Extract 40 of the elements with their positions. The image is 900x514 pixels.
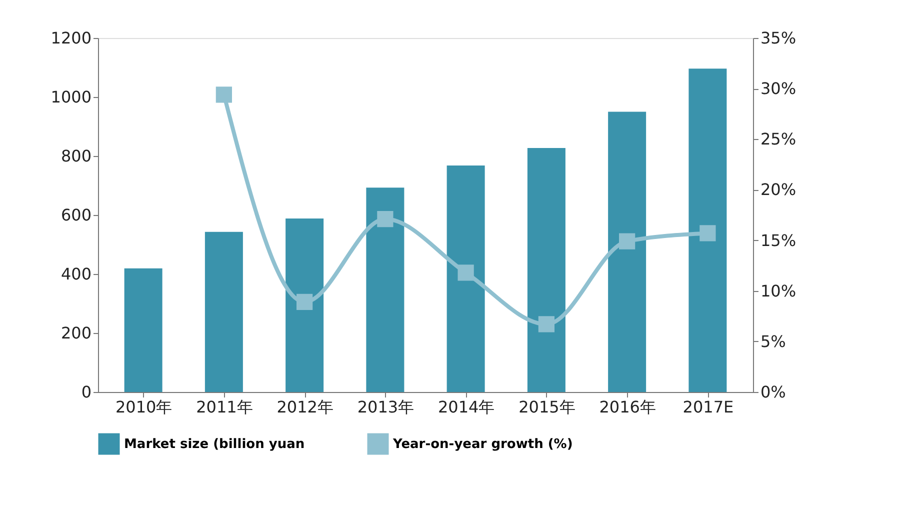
bar bbox=[688, 68, 727, 392]
y-tick-label: 1200 bbox=[50, 28, 92, 48]
bar bbox=[124, 268, 162, 392]
point bbox=[377, 210, 394, 228]
y-tick-label: 400 bbox=[60, 264, 92, 284]
bar bbox=[286, 218, 324, 392]
x-tick-label: 2012年 bbox=[276, 398, 334, 416]
y2-tick-label: 35% bbox=[760, 28, 796, 48]
y-tick-label: 800 bbox=[60, 146, 92, 166]
bar bbox=[446, 165, 485, 392]
point bbox=[700, 225, 716, 242]
point bbox=[296, 294, 313, 310]
x-tick-label: 2014年 bbox=[438, 398, 495, 416]
y-tick-label: 0 bbox=[81, 382, 92, 402]
point bbox=[538, 316, 554, 332]
x-tick-label: 2013年 bbox=[357, 398, 414, 416]
y2-tick-label: 15% bbox=[760, 230, 796, 250]
legend-label: Market size (billion yuan bbox=[124, 437, 305, 452]
point bbox=[619, 233, 636, 250]
y-tick-label: 1000 bbox=[50, 88, 92, 106]
x-tick-label: 2017E bbox=[682, 398, 734, 416]
y2-tick-label: 20% bbox=[760, 180, 796, 200]
y2-tick-label: 5% bbox=[760, 332, 786, 351]
x-tick-label: 2016年 bbox=[599, 398, 656, 416]
x-tick-label: 2015年 bbox=[518, 398, 576, 416]
bar bbox=[608, 112, 646, 392]
point bbox=[458, 264, 474, 281]
bar bbox=[204, 232, 243, 392]
y2-tick-label: 25% bbox=[760, 130, 796, 149]
y-tick-label: 600 bbox=[60, 206, 92, 224]
y2-tick-label: 30% bbox=[760, 79, 796, 98]
bar bbox=[527, 148, 566, 392]
y2-tick-label: 10% bbox=[760, 281, 796, 300]
x-tick-label: 2010年 bbox=[115, 398, 172, 416]
y-tick-label: 200 bbox=[60, 324, 92, 342]
legend-label: Year-on-year growth (%) bbox=[392, 437, 573, 452]
point bbox=[216, 86, 232, 103]
bar bbox=[366, 188, 404, 392]
x-tick-label: 2011年 bbox=[196, 398, 253, 416]
y2-tick-label: 0% bbox=[760, 382, 786, 402]
